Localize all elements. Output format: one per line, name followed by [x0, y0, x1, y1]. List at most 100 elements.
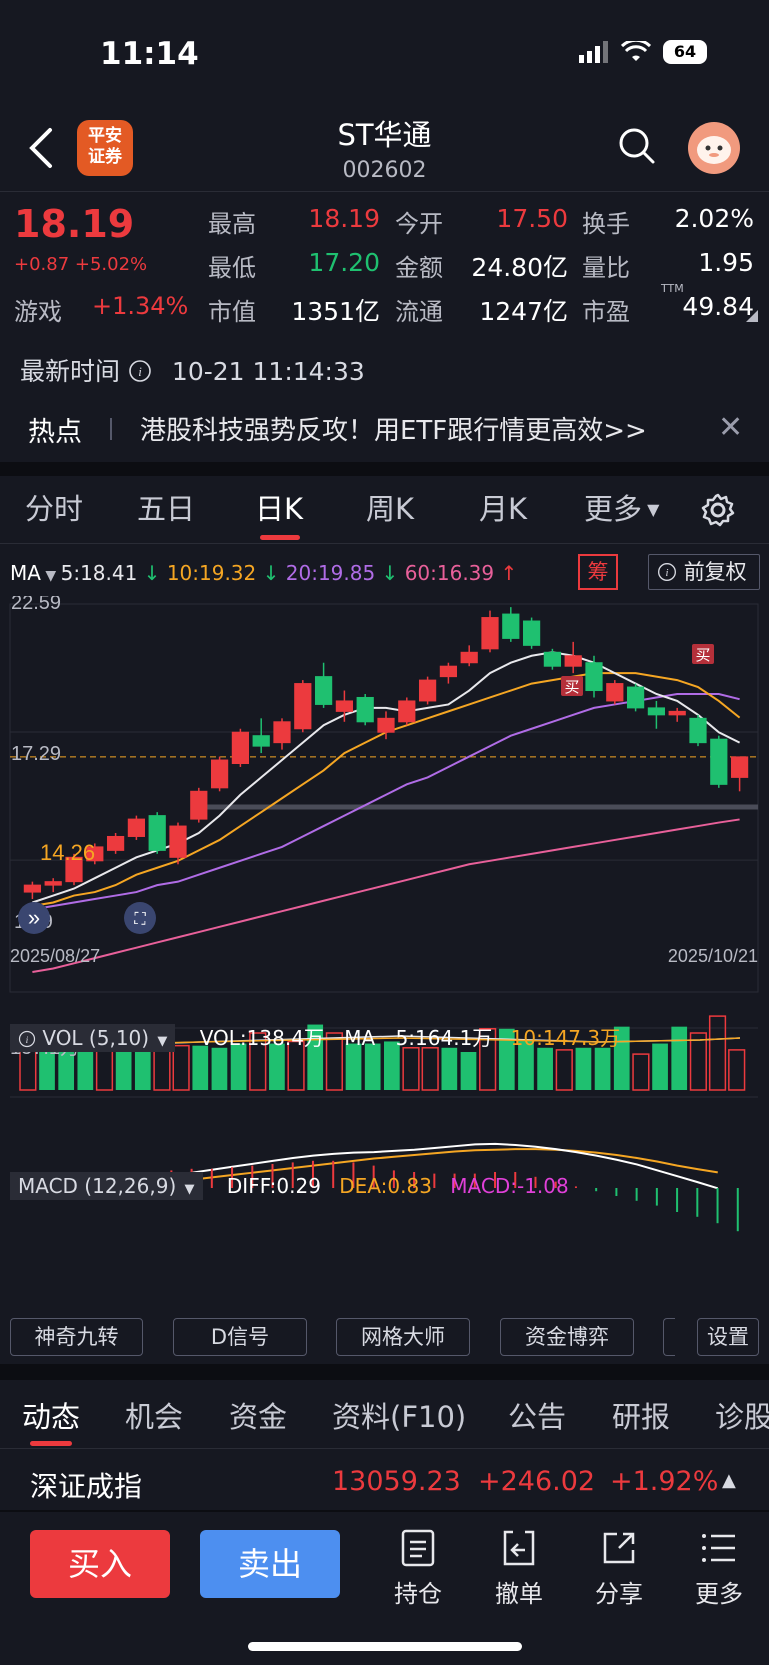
stat-label: 今开 [395, 210, 443, 238]
tab-wuri[interactable]: 五日 [137, 492, 196, 526]
volume-bar [211, 1047, 228, 1090]
sector-change[interactable]: +1.34% [92, 292, 189, 320]
current-price: 18.19 [14, 202, 135, 246]
macd-indicator-select[interactable]: MACD (12,26,9) ▼ [10, 1172, 203, 1200]
vol-value: VOL:138.4万 [199, 1026, 324, 1050]
tab-zhouk[interactable]: 周K [366, 492, 415, 526]
tab-yanbao[interactable]: 研报 [612, 1400, 671, 1434]
stat-value: 17.20 [308, 248, 380, 277]
info-icon[interactable]: i [128, 359, 152, 383]
start-date: 2025/08/27 [10, 946, 100, 966]
tab-yuek[interactable]: 月K [479, 492, 528, 526]
tool-overflow[interactable] [663, 1318, 675, 1356]
share-button[interactable]: 分享 [584, 1528, 654, 1609]
candle-body [730, 756, 749, 778]
ma20-line [32, 693, 740, 911]
stat-label: 最低 [208, 254, 256, 282]
stat-label: 市值 [208, 298, 256, 326]
candle-body [689, 717, 707, 744]
candle-body [86, 846, 104, 862]
hot-news-link[interactable]: 港股科技强势反攻！用ETF跟行情更高效>> [140, 416, 647, 446]
dropdown-arrow-icon: ▼ [149, 1034, 168, 1049]
double-arrow-icon: » [28, 905, 40, 930]
tool-fund-game[interactable]: 资金博弈 [500, 1318, 634, 1356]
status-time: 11:14 [100, 36, 199, 72]
ma-label[interactable]: MA [10, 561, 41, 585]
buy-button[interactable]: 买入 [30, 1530, 170, 1598]
tab-gonggao[interactable]: 公告 [508, 1400, 567, 1434]
chip-distribution-button[interactable]: 筹 [578, 554, 618, 590]
volume-bar [192, 1045, 209, 1090]
tab-zijin[interactable]: 资金 [229, 1400, 288, 1434]
candle-body [710, 738, 728, 785]
gear-icon[interactable] [700, 492, 736, 528]
volume-bar [39, 1047, 55, 1090]
tool-grid-master[interactable]: 网格大师 [336, 1318, 470, 1356]
candle-body [210, 759, 229, 789]
macd-legend: MACD (12,26,9) ▼ DIFF:0.29 DEA:0.83 MACD… [10, 1172, 760, 1202]
dropdown-arrow-icon: ▼ [176, 1182, 195, 1197]
tab-rik[interactable]: 日K [255, 492, 304, 526]
stat-label: 市盈 [582, 298, 630, 326]
volume-bar [671, 1026, 688, 1090]
volume-bar [613, 1026, 630, 1090]
candle-body [647, 707, 666, 716]
search-icon[interactable] [617, 126, 657, 166]
volume-bar [345, 1043, 362, 1090]
stat-label: 最高 [208, 210, 256, 238]
macd-label: MACD (12,26,9) [18, 1174, 177, 1198]
sell-button[interactable]: 卖出 [200, 1530, 340, 1598]
corner-triangle-icon[interactable] [746, 310, 758, 322]
sector-name[interactable]: 游戏 [14, 298, 62, 326]
tab-jihui[interactable]: 机会 [125, 1400, 184, 1434]
tab-fenshi[interactable]: 分时 [25, 492, 84, 526]
vol-indicator-select[interactable]: i VOL (5,10) ▼ [10, 1024, 176, 1052]
index-value: 13059.23 [332, 1466, 461, 1497]
candle-body [585, 662, 603, 692]
buy-marker [561, 676, 583, 696]
tool-magic-nine[interactable]: 神奇九转 [10, 1318, 143, 1356]
cancel-order-button[interactable]: 撤单 [484, 1528, 554, 1609]
buy-marker-label: 买 [695, 647, 710, 664]
adjustment-button[interactable]: i 前复权 [648, 554, 760, 590]
back-arrow-icon[interactable] [26, 126, 56, 170]
tool-d-signal[interactable]: D信号 [173, 1318, 307, 1356]
volume-bar [58, 1052, 75, 1090]
tab-dongtai[interactable]: 动态 [22, 1400, 81, 1434]
svg-text:i: i [26, 1035, 29, 1046]
candle-body [356, 696, 374, 723]
dropdown-arrow-icon: ▼ [642, 500, 660, 519]
tab-f10[interactable]: 资料(F10) [332, 1400, 467, 1434]
expand-up-icon[interactable]: ▲ [722, 1470, 736, 1491]
volume-bar [269, 1043, 285, 1090]
candle-body [439, 665, 458, 678]
close-icon[interactable]: ✕ [718, 410, 744, 445]
tab-zhengu[interactable]: 诊股 [715, 1400, 769, 1434]
volume-bar [575, 1047, 592, 1090]
more-button[interactable]: 更多 [684, 1528, 754, 1609]
fullscreen-button [124, 902, 156, 934]
candle-body [231, 731, 250, 765]
position-button[interactable]: 持仓 [383, 1528, 453, 1609]
volume-bar [384, 1041, 400, 1090]
candle-body [626, 686, 645, 709]
candle-body [294, 683, 312, 730]
down-arrow-icon: ↓ [137, 561, 167, 585]
user-avatar[interactable] [688, 122, 740, 174]
index-name[interactable]: 深证成指 [30, 1470, 143, 1503]
ma60-value: 60:16.39 [404, 561, 495, 585]
stat-value: 1351亿 [291, 297, 380, 326]
candle-body [314, 676, 333, 705]
fullscreen-icon: ⛶ [134, 911, 146, 928]
ma-dropdown-icon[interactable]: ▼ [40, 568, 61, 584]
tool-settings[interactable]: 设置 [697, 1318, 759, 1356]
broker-logo[interactable]: 平安 证券 [77, 120, 133, 176]
volume-bar [555, 1049, 573, 1091]
tab-more[interactable]: 更多 ▼ [584, 486, 659, 528]
active-tab-indicator [30, 1441, 72, 1446]
candle-body [502, 613, 520, 639]
candle-body [44, 881, 62, 886]
chart-labels: 22.5917.291.9922.4914.262025/08/272025/1… [10, 596, 758, 1198]
buy-marker-label: 买 [564, 679, 579, 696]
volume-bar [652, 1043, 668, 1090]
